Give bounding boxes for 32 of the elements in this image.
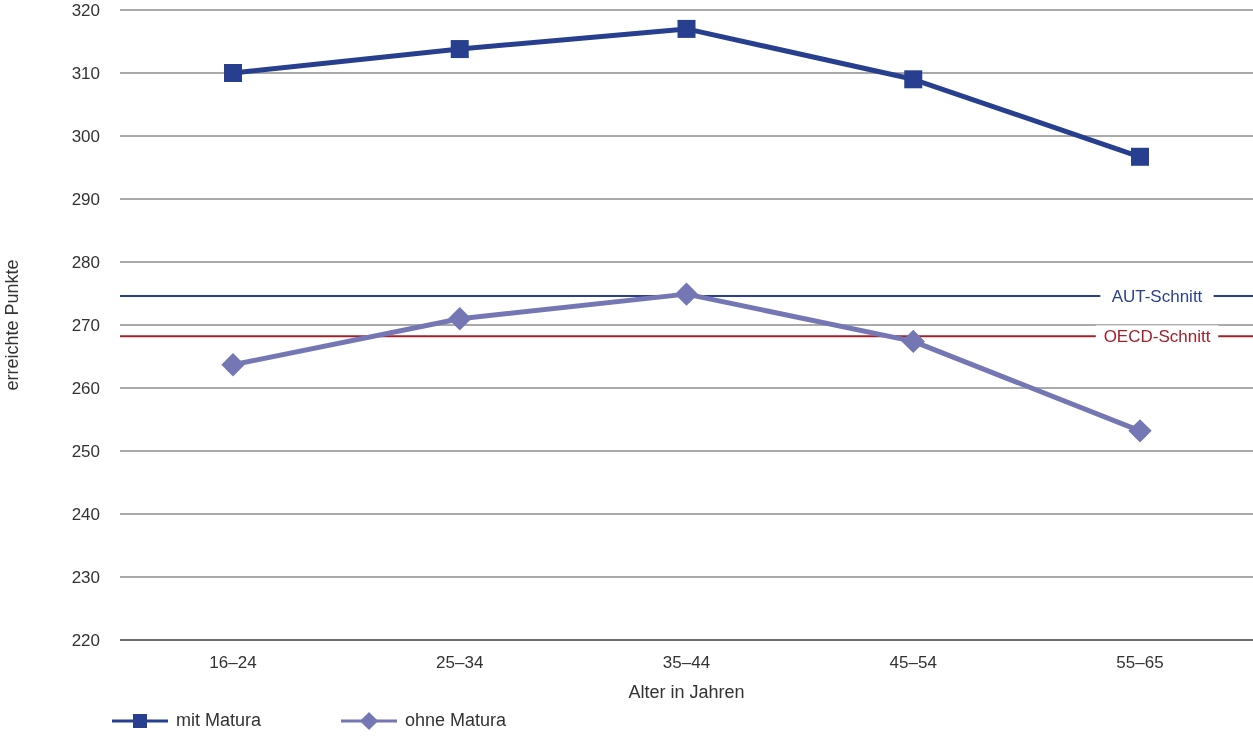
y-tick-label: 320 xyxy=(71,1,100,21)
point xyxy=(221,352,245,377)
y-tick-label: 310 xyxy=(71,64,100,84)
point xyxy=(450,40,469,59)
point xyxy=(674,282,699,306)
y-tick-label: 260 xyxy=(71,379,100,399)
y-axis-title: erreichte Punkte xyxy=(2,259,23,391)
x-tick-label: 25–34 xyxy=(436,653,484,673)
y-tick-label: 240 xyxy=(71,505,100,525)
point xyxy=(901,329,925,354)
y-tick-label: 290 xyxy=(71,190,100,210)
x-tick-label: 45–54 xyxy=(889,653,937,673)
ref-line-label: OECD-Schnitt xyxy=(1103,326,1211,346)
x-axis-title: Alter in Jahren xyxy=(628,682,745,702)
x-tick-label: 16–24 xyxy=(209,653,257,673)
x-tick-label: 55–65 xyxy=(1116,653,1164,673)
y-tick-label: 230 xyxy=(71,568,100,588)
y-tick-label: 250 xyxy=(71,442,100,462)
legend-label: mit Matura xyxy=(176,710,262,731)
point xyxy=(677,19,696,38)
y-tick-label: 270 xyxy=(71,316,100,336)
y-tick-label: 300 xyxy=(71,127,100,147)
ref-line-label: AUT-Schnitt xyxy=(1111,286,1203,306)
legend-label: ohne Matura xyxy=(405,710,507,731)
point xyxy=(448,307,472,331)
point xyxy=(224,64,242,82)
y-tick-label: 220 xyxy=(71,631,100,651)
point xyxy=(1131,147,1149,166)
point xyxy=(1128,419,1152,443)
x-tick-label: 35–44 xyxy=(662,653,711,673)
point xyxy=(904,70,923,89)
y-tick-label: 280 xyxy=(71,253,100,273)
